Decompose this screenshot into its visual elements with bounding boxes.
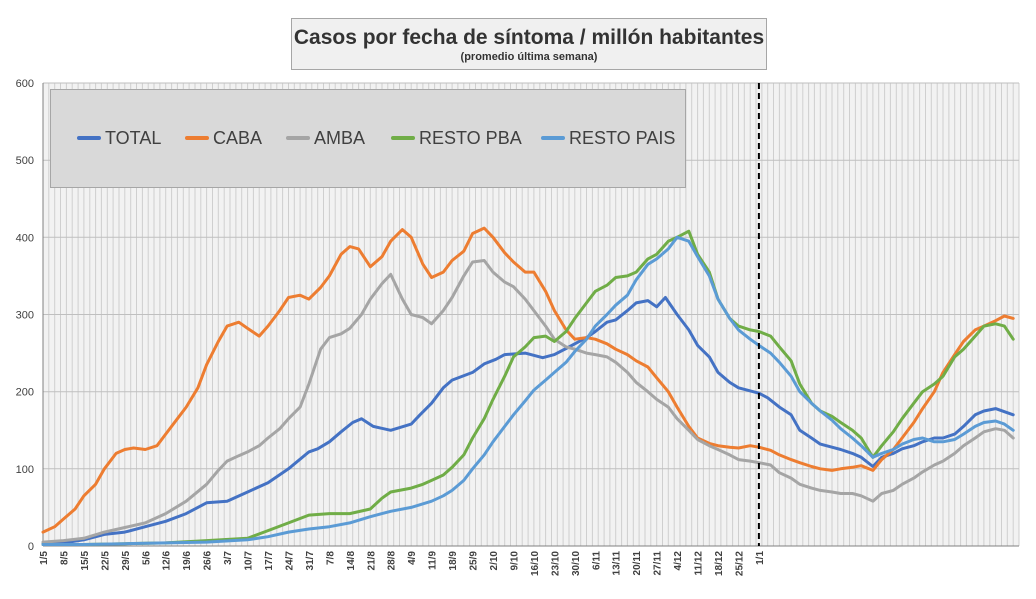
x-tick-label: 30/10 xyxy=(571,551,582,576)
chart-title: Casos por fecha de síntoma / millón habi… xyxy=(293,26,765,49)
legend-item-amba: AMBA xyxy=(286,128,365,148)
x-tick-label: 25/12 xyxy=(735,551,746,576)
chart-subtitle: (promedio última semana) xyxy=(460,51,598,63)
legend-label-caba: CABA xyxy=(213,127,263,148)
series-line-resto-pba xyxy=(41,229,1015,546)
legend-swatch-total xyxy=(77,136,101,140)
y-tick-label: 100 xyxy=(16,464,34,476)
series-line-amba xyxy=(41,259,1015,544)
series-lines xyxy=(41,226,1015,546)
x-tick-label: 5/6 xyxy=(141,551,152,565)
axes: 0 100 200 300 400 500 600 1/5 8/5 15/5 22/5 29/5 5/6… xyxy=(16,78,1019,576)
x-tick-label: 31/7 xyxy=(305,551,316,571)
x-tick-label: 14/8 xyxy=(346,551,357,571)
y-tick-label: 400 xyxy=(16,232,34,244)
x-tick-label: 4/9 xyxy=(407,551,418,565)
x-tick-label: 13/11 xyxy=(612,551,623,576)
x-tick-label: 6/11 xyxy=(591,551,602,570)
x-tick-label: 2/10 xyxy=(489,551,500,571)
legend-label-resto-pais: RESTO PAIS xyxy=(569,127,676,148)
legend-item-total: TOTAL xyxy=(77,128,161,148)
legend-label-resto-pba: RESTO PBA xyxy=(419,127,522,148)
x-tick-label: 11/12 xyxy=(694,551,705,576)
legend-item-resto-pba: RESTO PBA xyxy=(391,128,522,148)
x-tick-label: 12/6 xyxy=(162,551,173,571)
legend-label-total: TOTAL xyxy=(105,127,162,148)
x-tick-label: 4/12 xyxy=(673,551,684,571)
legend-item-caba: CABA xyxy=(185,128,262,148)
x-tick-label: 27/11 xyxy=(653,551,664,576)
x-tick-label: 24/7 xyxy=(285,551,296,571)
series-line-resto-pais xyxy=(41,235,1015,546)
x-tick-label: 20/11 xyxy=(632,551,643,576)
x-tick-label: 17/7 xyxy=(264,551,275,571)
x-tick-label: 25/9 xyxy=(469,551,480,571)
x-tick-label: 15/5 xyxy=(80,551,91,571)
x-tick-label: 16/10 xyxy=(530,551,541,576)
x-tick-label: 11/9 xyxy=(428,551,439,570)
x-tick-label: 23/10 xyxy=(550,551,561,576)
x-tick-label: 7/8 xyxy=(325,551,336,565)
x-tick-label: 19/6 xyxy=(182,551,193,571)
series-line-caba xyxy=(41,226,1015,534)
x-tick-label: 10/7 xyxy=(244,551,255,571)
x-tick-label: 26/6 xyxy=(203,551,214,571)
y-tick-label: 200 xyxy=(16,387,34,399)
x-tick-label: 1/1 xyxy=(755,551,766,565)
x-tick-label: 18/12 xyxy=(714,551,725,576)
title-box: Casos por fecha de síntoma / millón habi… xyxy=(291,18,767,70)
x-tick-label: 8/5 xyxy=(60,551,71,565)
x-tick-label: 9/10 xyxy=(510,551,521,571)
x-tick-label: 22/5 xyxy=(100,551,111,571)
legend-swatch-caba xyxy=(185,136,209,140)
y-tick-label: 300 xyxy=(16,310,34,322)
y-tick-label: 600 xyxy=(16,78,34,90)
legend-swatch-amba xyxy=(286,136,310,140)
legend-label-amba: AMBA xyxy=(314,127,366,148)
legend: TOTAL CABA AMBA RESTO PBA RESTO PAIS xyxy=(50,89,686,188)
y-tick-label: 0 xyxy=(28,541,34,553)
legend-item-resto-pais: RESTO PAIS xyxy=(541,128,675,148)
x-tick-label: 29/5 xyxy=(121,551,132,571)
legend-swatch-resto-pais xyxy=(541,136,565,140)
x-tick-label: 21/8 xyxy=(366,551,377,571)
x-tick-label: 18/9 xyxy=(448,551,459,571)
y-tick-label: 500 xyxy=(16,155,34,167)
legend-swatch-resto-pba xyxy=(391,136,415,140)
x-tick-label: 1/5 xyxy=(39,551,50,565)
x-tick-label: 28/8 xyxy=(387,551,398,571)
x-tick-label: 3/7 xyxy=(223,551,234,565)
